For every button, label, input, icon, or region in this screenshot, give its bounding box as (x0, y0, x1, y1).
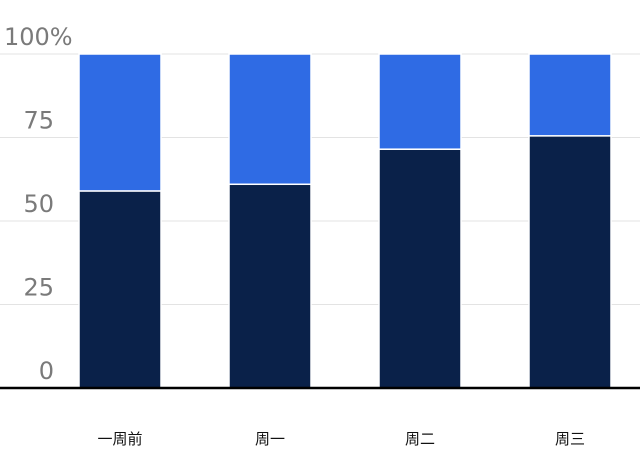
y-tick-label: 75 (23, 107, 54, 135)
y-axis-ticks: 0 25 50 75 100% (4, 23, 73, 385)
y-tick-label: 50 (23, 190, 54, 218)
bar-segment-top (378, 53, 462, 150)
bar-segment-bottom (228, 183, 312, 389)
bar-segment-top (78, 53, 162, 192)
x-tick-label: 周二 (405, 430, 435, 448)
y-tick-label: 0 (39, 357, 54, 385)
bar-segment-bottom (528, 135, 612, 389)
bar-segment-top (528, 53, 612, 137)
x-tick-label: 周一 (255, 430, 285, 448)
x-axis-ticks: 一周前 周一 周二 周三 (97, 430, 585, 448)
x-tick-label: 周三 (555, 430, 585, 448)
bars (78, 53, 612, 389)
bar-segment-bottom (78, 190, 162, 389)
y-tick-label: 25 (23, 274, 54, 302)
x-tick-label: 一周前 (97, 430, 142, 448)
y-tick-label: 100% (4, 23, 73, 51)
bar-segment-bottom (378, 148, 462, 389)
bar-segment-top (228, 53, 312, 186)
